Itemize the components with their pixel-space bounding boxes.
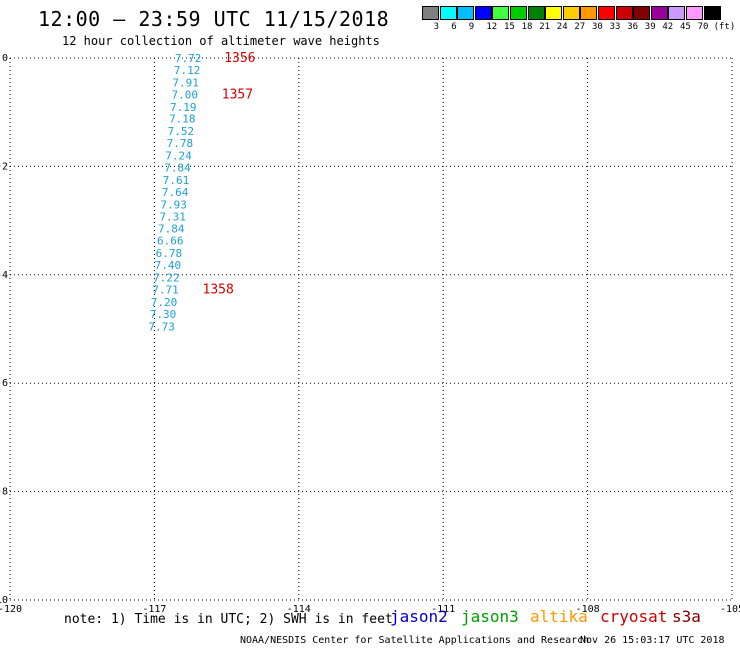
color-scale-label: 30 [592, 22, 603, 32]
swh-value-label: 6.66 [157, 235, 184, 248]
x-tick-label: -108 [576, 604, 600, 615]
color-swatch [686, 6, 703, 20]
color-scale-label: 3 [433, 22, 440, 32]
swh-value-label: 6.78 [156, 247, 183, 260]
pass-time-label: 1358 [203, 282, 234, 297]
swh-value-label: 7.30 [150, 308, 177, 321]
swh-value-label: 7.31 [159, 210, 186, 223]
color-swatch [527, 6, 545, 20]
color-scale-label: 15 [504, 22, 515, 32]
color-swatch [580, 6, 598, 20]
color-scale-label: 21 [539, 22, 551, 32]
color-scale-label: 39 [644, 22, 656, 32]
swh-value-label: 7.71 [152, 283, 179, 296]
color-scale-label: 45 [680, 22, 691, 32]
pass-time-labels: 1356 1357 1358 [203, 51, 256, 297]
x-tick-label: -120 [0, 604, 22, 615]
axes: -120 -117 -114 -111 -108 -105 0 -2 -4 -6 -8 -10 [0, 53, 740, 615]
swh-points: 7.727.127.917.007.197.187.527.787.247.84… [148, 52, 201, 333]
chart-subtitle: 12 hour collection of altimeter wave hei… [62, 34, 380, 48]
swh-value-label: 7.64 [162, 186, 189, 199]
swh-value-label: 7.40 [155, 259, 182, 272]
satellite-legend-item: jason3 [461, 607, 519, 626]
x-tick-label: -114 [287, 604, 311, 615]
color-swatch [492, 6, 510, 20]
color-swatch [633, 6, 651, 20]
swh-value-label: 7.93 [160, 198, 187, 211]
color-swatch [703, 6, 721, 20]
swh-value-label: 7.52 [168, 125, 195, 138]
chart-title: 12:00 – 23:59 UTC 11/15/2018 [38, 7, 390, 31]
footer-timestamp: Nov 26 15:03:17 UTC 2018 [580, 635, 725, 646]
color-swatch [457, 6, 475, 20]
swh-value-label: 7.18 [169, 113, 196, 126]
pass-time-label: 1356 [224, 51, 255, 66]
lat-lon-grid [9, 57, 733, 601]
color-swatch [474, 6, 492, 20]
color-swatch [562, 6, 580, 20]
color-swatch [650, 6, 668, 20]
color-scale-label: 12 [486, 22, 498, 32]
swh-value-label: 7.84 [158, 223, 185, 236]
y-tick-label: 0 [2, 53, 8, 64]
color-swatch [422, 6, 439, 20]
color-swatch [668, 6, 686, 20]
color-swatch [598, 6, 615, 20]
swh-value-label: 7.78 [167, 137, 194, 150]
y-tick-label: -10 [0, 595, 8, 606]
y-tick-label: -4 [0, 270, 8, 281]
color-scale-label: 18 [521, 22, 533, 32]
swh-value-label: 7.91 [172, 76, 199, 89]
color-scale-label: 9 [468, 22, 475, 32]
x-tick-label: -111 [431, 604, 455, 615]
y-tick-label: -8 [0, 487, 8, 498]
color-scale-unit: (ft) [713, 22, 736, 32]
color-swatch [510, 6, 527, 20]
swh-value-label: 7.12 [174, 64, 201, 77]
swh-value-label: 7.84 [164, 161, 191, 174]
color-scale-label: 33 [609, 22, 621, 32]
swh-value-label: 7.19 [170, 101, 197, 114]
swh-value-label: 7.72 [175, 52, 202, 65]
satellite-legend-item: altika [530, 607, 588, 626]
swh-value-label: 7.61 [163, 174, 190, 187]
color-swatch [545, 6, 563, 20]
units-note: note: 1) Time is in UTC; 2) SWH is in fe… [64, 612, 393, 627]
color-swatch [615, 6, 633, 20]
color-scale-label: 27 [574, 22, 586, 32]
satellite-legend-item: cryosat [600, 607, 668, 626]
swh-value-label: 7.24 [165, 150, 192, 163]
swh-value-label: 7.73 [148, 320, 175, 333]
footer-credit: NOAA/NESDIS Center for Satellite Applica… [240, 635, 590, 646]
swh-value-label: 7.20 [151, 296, 178, 309]
color-swatch [439, 6, 457, 20]
y-tick-label: -6 [0, 378, 8, 389]
color-scale-label: 42 [662, 22, 674, 32]
swh-value-label: 7.00 [171, 88, 198, 101]
satellite-legend-item: jason2 [390, 607, 448, 626]
y-tick-label: -2 [0, 161, 8, 172]
color-scale-label: 36 [627, 22, 639, 32]
pass-time-label: 1357 [222, 87, 253, 102]
color-scale-label: 6 [451, 22, 457, 32]
color-scale-label: 70 [697, 22, 709, 32]
x-tick-label: -117 [142, 604, 166, 615]
swh-value-label: 7.22 [153, 272, 180, 285]
x-tick-label: -105 [720, 604, 740, 615]
color-scale-label: 24 [556, 22, 568, 32]
satellite-legend-item: s3a [672, 607, 701, 626]
